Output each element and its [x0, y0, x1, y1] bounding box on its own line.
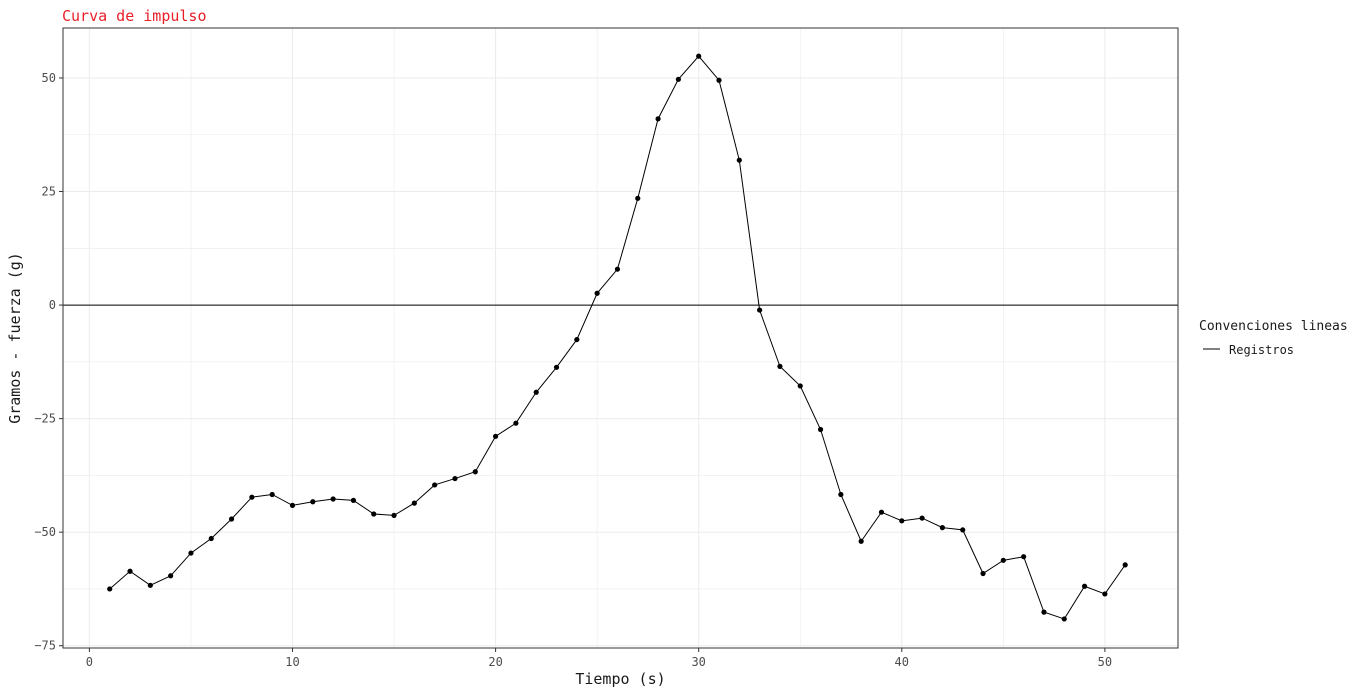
- x-tick-label: 40: [895, 655, 909, 669]
- chart-title: Curva de impulso: [62, 7, 207, 25]
- data-point: [107, 586, 113, 592]
- data-point: [919, 515, 925, 521]
- x-axis-label: Tiempo (s): [575, 670, 665, 688]
- data-point: [1061, 616, 1067, 622]
- data-point: [228, 516, 235, 522]
- x-tick-label: 10: [285, 655, 299, 669]
- data-point: [777, 363, 783, 369]
- data-point: [411, 500, 417, 506]
- data-point: [513, 420, 519, 426]
- x-tick-label: 20: [488, 655, 502, 669]
- data-point: [553, 364, 560, 370]
- data-point: [716, 77, 722, 83]
- data-point: [492, 433, 499, 439]
- data-point: [371, 511, 377, 517]
- legend: Convenciones lineas Registros: [1199, 319, 1348, 357]
- data-point: [391, 512, 397, 518]
- x-tick-label: 30: [691, 655, 705, 669]
- data-point: [1021, 554, 1027, 560]
- data-point: [736, 157, 742, 163]
- data-point: [1041, 609, 1047, 615]
- legend-title: Convenciones lineas: [1199, 319, 1348, 334]
- data-point: [838, 491, 844, 498]
- data-point: [1102, 591, 1108, 597]
- data-point: [594, 290, 600, 296]
- data-point: [858, 538, 864, 544]
- data-point: [696, 53, 702, 59]
- data-point: [939, 525, 946, 531]
- data-point: [1000, 557, 1006, 563]
- data-point: [635, 195, 641, 201]
- data-point: [797, 383, 803, 389]
- x-axis-ticks: 0 10 20 30 40 50: [86, 648, 1112, 669]
- grid: [63, 28, 1178, 648]
- series-registros: [107, 53, 1128, 622]
- data-point: [655, 116, 661, 122]
- data-point: [452, 475, 458, 482]
- data-point: [289, 502, 296, 508]
- data-point: [127, 568, 133, 574]
- data-point: [960, 527, 966, 533]
- y-tick-label: −25: [34, 412, 56, 426]
- y-axis-ticks: −75 −50 −25 0 25 50: [34, 71, 63, 653]
- data-point: [1081, 583, 1088, 589]
- x-tick-label: 0: [86, 655, 93, 669]
- data-point: [269, 491, 275, 498]
- data-point: [188, 550, 194, 556]
- data-point: [980, 570, 986, 577]
- data-point: [330, 496, 336, 502]
- y-tick-label: 0: [49, 298, 56, 312]
- data-point: [350, 497, 357, 503]
- series-line: [109, 55, 1126, 620]
- plot-panel-border: [62, 27, 1179, 649]
- legend-label-registros: Registros: [1229, 343, 1294, 357]
- data-point: [208, 535, 214, 542]
- y-tick-label: −75: [34, 639, 56, 653]
- data-point: [472, 469, 478, 475]
- y-axis-label: Gramos - fuerza (g): [6, 252, 24, 424]
- data-point: [757, 307, 763, 313]
- y-tick-label: −50: [34, 525, 56, 539]
- data-point: [878, 509, 885, 515]
- y-tick-label: 50: [42, 71, 56, 85]
- data-point: [310, 499, 316, 505]
- data-point: [817, 426, 824, 433]
- data-point: [1122, 562, 1128, 568]
- data-point: [614, 266, 621, 272]
- data-point: [675, 76, 681, 82]
- data-point: [168, 573, 174, 579]
- data-point: [249, 494, 255, 500]
- data-point: [899, 518, 905, 524]
- data-point: [147, 582, 153, 588]
- data-point: [432, 482, 438, 488]
- x-tick-label: 50: [1098, 655, 1112, 669]
- data-point: [574, 336, 580, 343]
- y-tick-label: 25: [42, 185, 56, 199]
- data-point: [533, 389, 539, 395]
